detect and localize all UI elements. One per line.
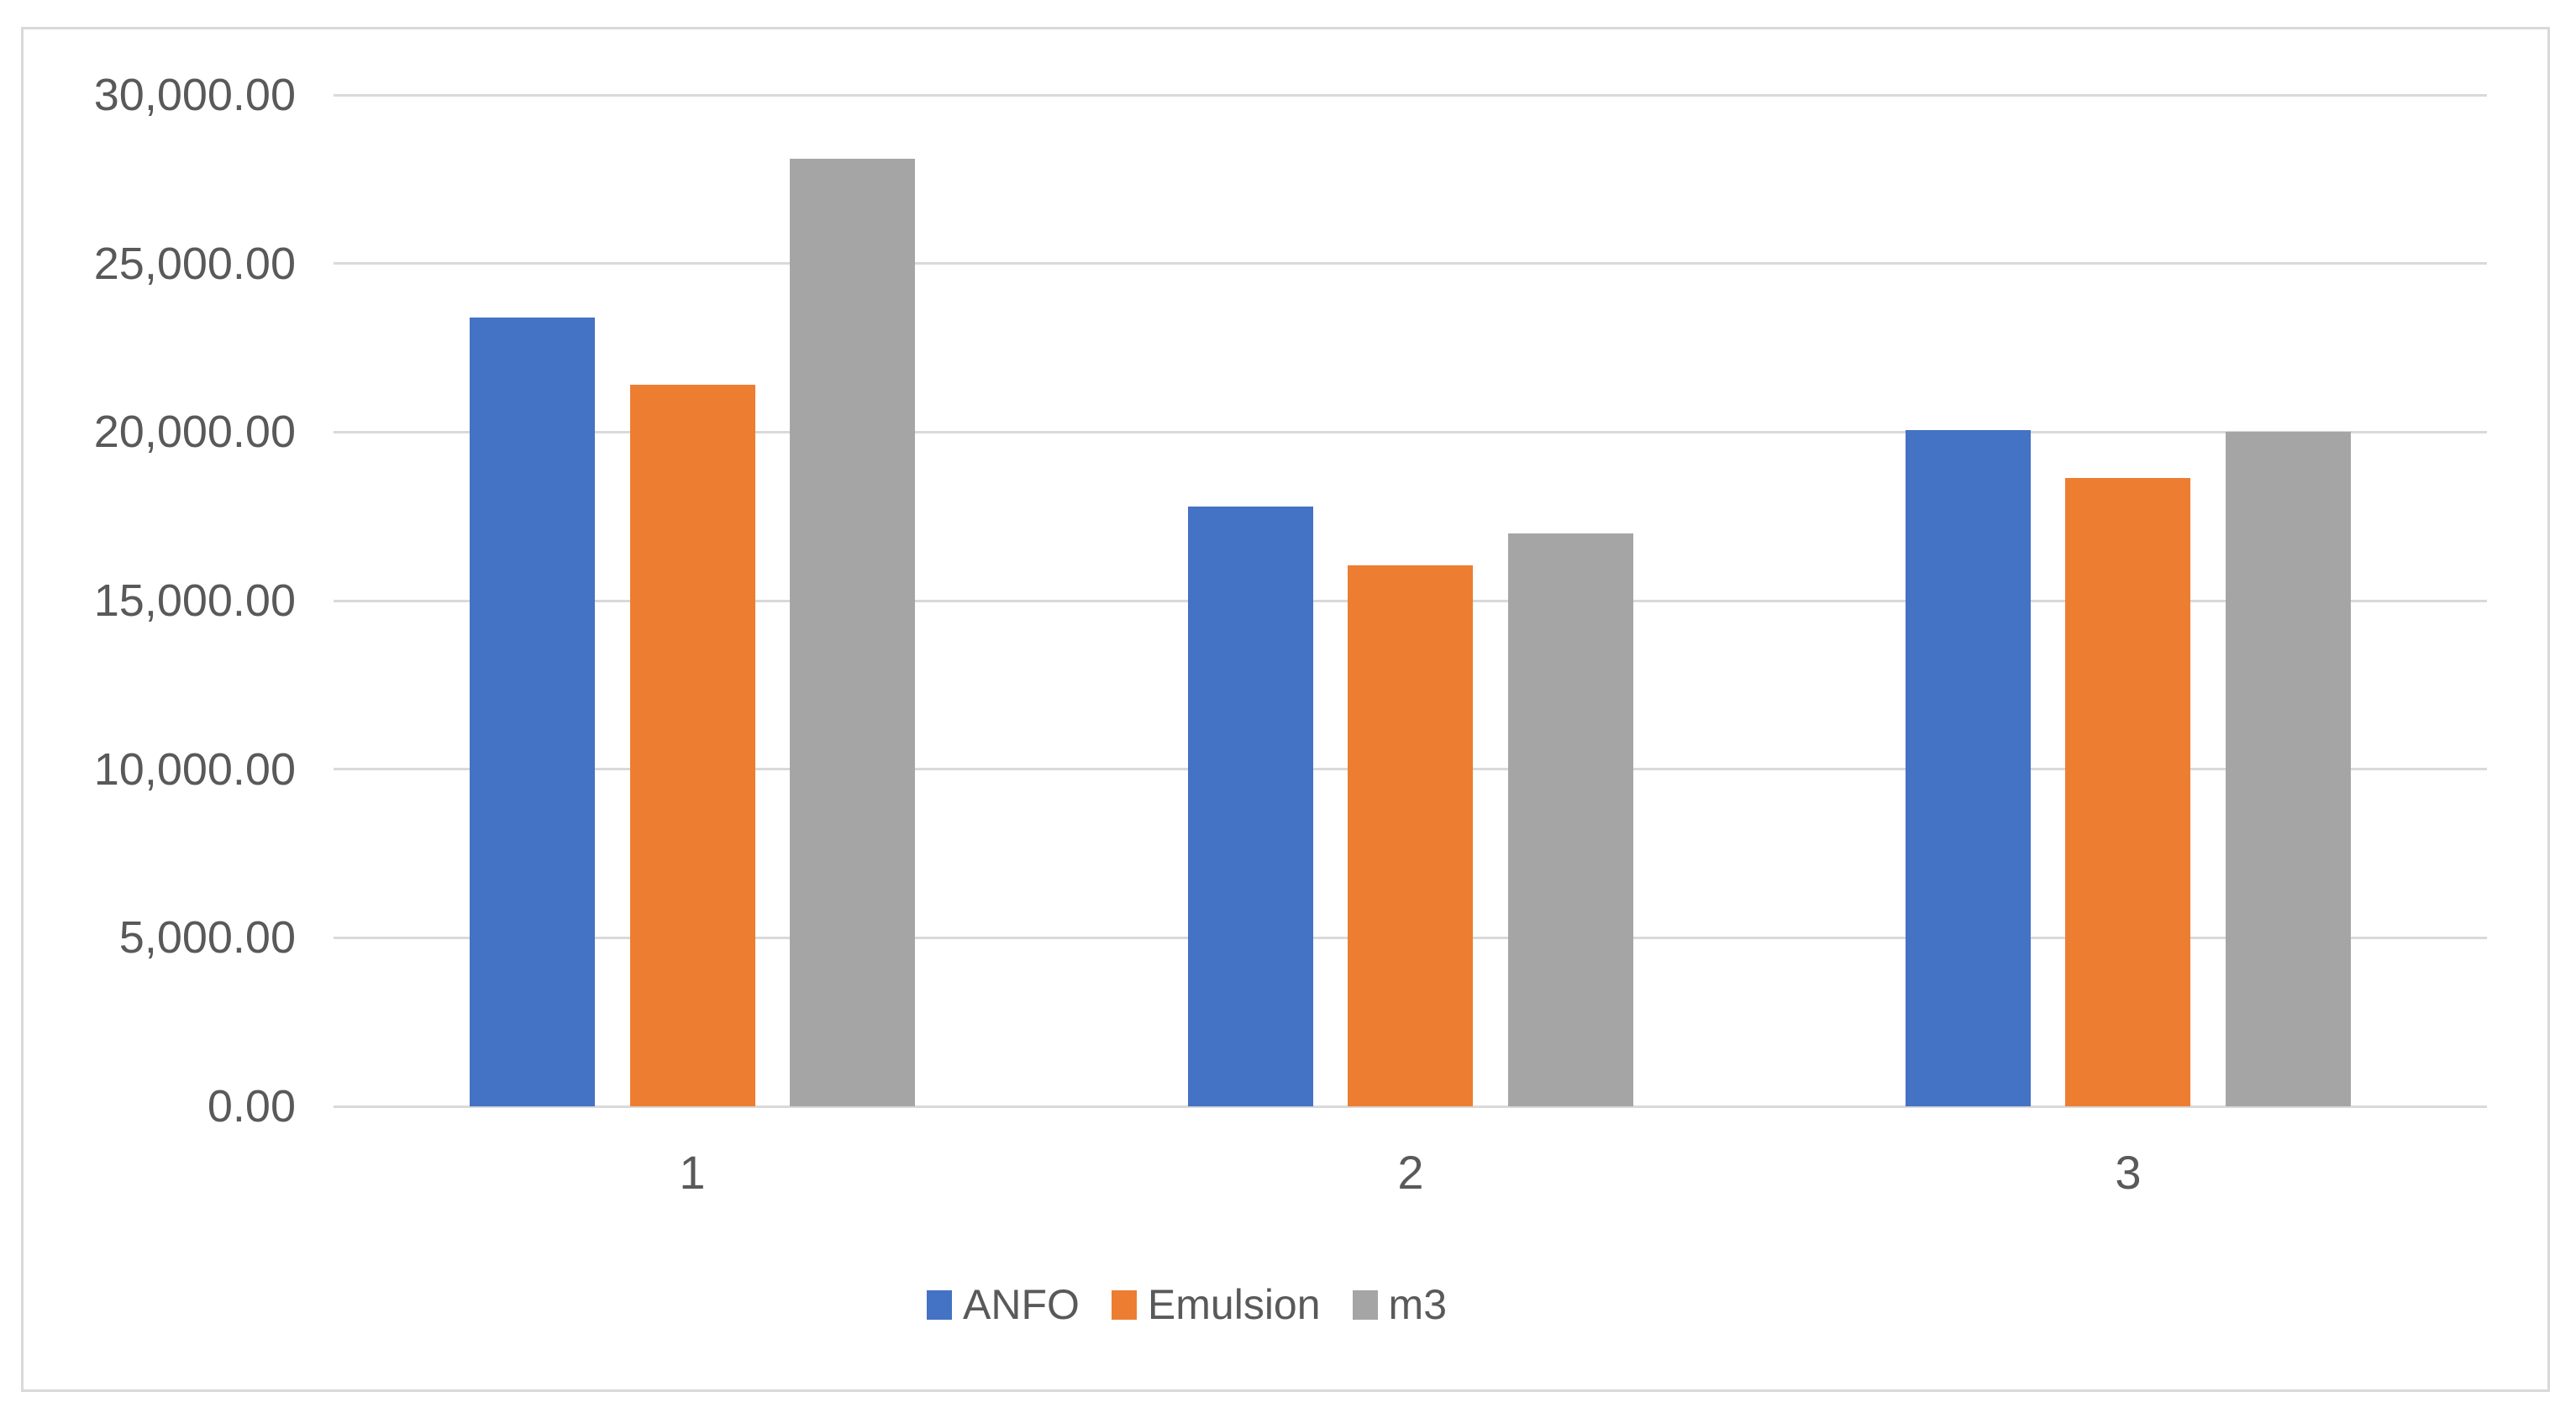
bar-m3-category-3[interactable] bbox=[2226, 432, 2351, 1106]
legend-item-m3[interactable]: m3 bbox=[1352, 1280, 1448, 1329]
bar-emulsion-category-2[interactable] bbox=[1348, 565, 1473, 1106]
y-axis-tick-label: 15,000.00 bbox=[93, 575, 296, 626]
gridline bbox=[334, 93, 2487, 97]
y-axis-tick-label: 20,000.00 bbox=[93, 407, 296, 458]
legend-label: m3 bbox=[1388, 1281, 1448, 1328]
bar-anfo-category-3[interactable] bbox=[1906, 430, 2031, 1106]
y-axis-tick-label: 30,000.00 bbox=[93, 70, 296, 120]
gridline bbox=[334, 430, 2487, 433]
y-axis-tick-label: 5,000.00 bbox=[118, 912, 296, 964]
y-axis-tick-label: 0.00 bbox=[207, 1081, 296, 1132]
gridline bbox=[334, 262, 2487, 265]
bar-anfo-category-1[interactable] bbox=[470, 318, 595, 1106]
y-axis-tick-label: 10,000.00 bbox=[93, 743, 296, 795]
legend: ANFO Emulsion m3 bbox=[927, 1280, 1447, 1329]
legend-item-anfo[interactable]: ANFO bbox=[927, 1280, 1080, 1329]
bar-anfo-category-2[interactable] bbox=[1188, 507, 1313, 1106]
legend-label: ANFO bbox=[963, 1281, 1080, 1328]
bar-emulsion-category-3[interactable] bbox=[2065, 478, 2190, 1106]
bar-m3-category-2[interactable] bbox=[1508, 533, 1633, 1106]
legend-swatch-emulsion bbox=[1111, 1289, 1137, 1320]
x-axis-category-label: 2 bbox=[1397, 1146, 1424, 1199]
legend-swatch-anfo bbox=[927, 1289, 952, 1320]
legend-item-emulsion[interactable]: Emulsion bbox=[1111, 1280, 1321, 1329]
legend-label: Emulsion bbox=[1147, 1281, 1321, 1328]
x-axis-category-label: 3 bbox=[2115, 1146, 2142, 1199]
x-axis-line bbox=[334, 1105, 2487, 1108]
bar-m3-category-1[interactable] bbox=[790, 159, 915, 1106]
bar-emulsion-category-1[interactable] bbox=[630, 385, 755, 1106]
x-axis-category-label: 1 bbox=[679, 1146, 706, 1199]
legend-swatch-m3 bbox=[1352, 1289, 1378, 1320]
y-axis-tick-label: 25,000.00 bbox=[93, 238, 296, 289]
